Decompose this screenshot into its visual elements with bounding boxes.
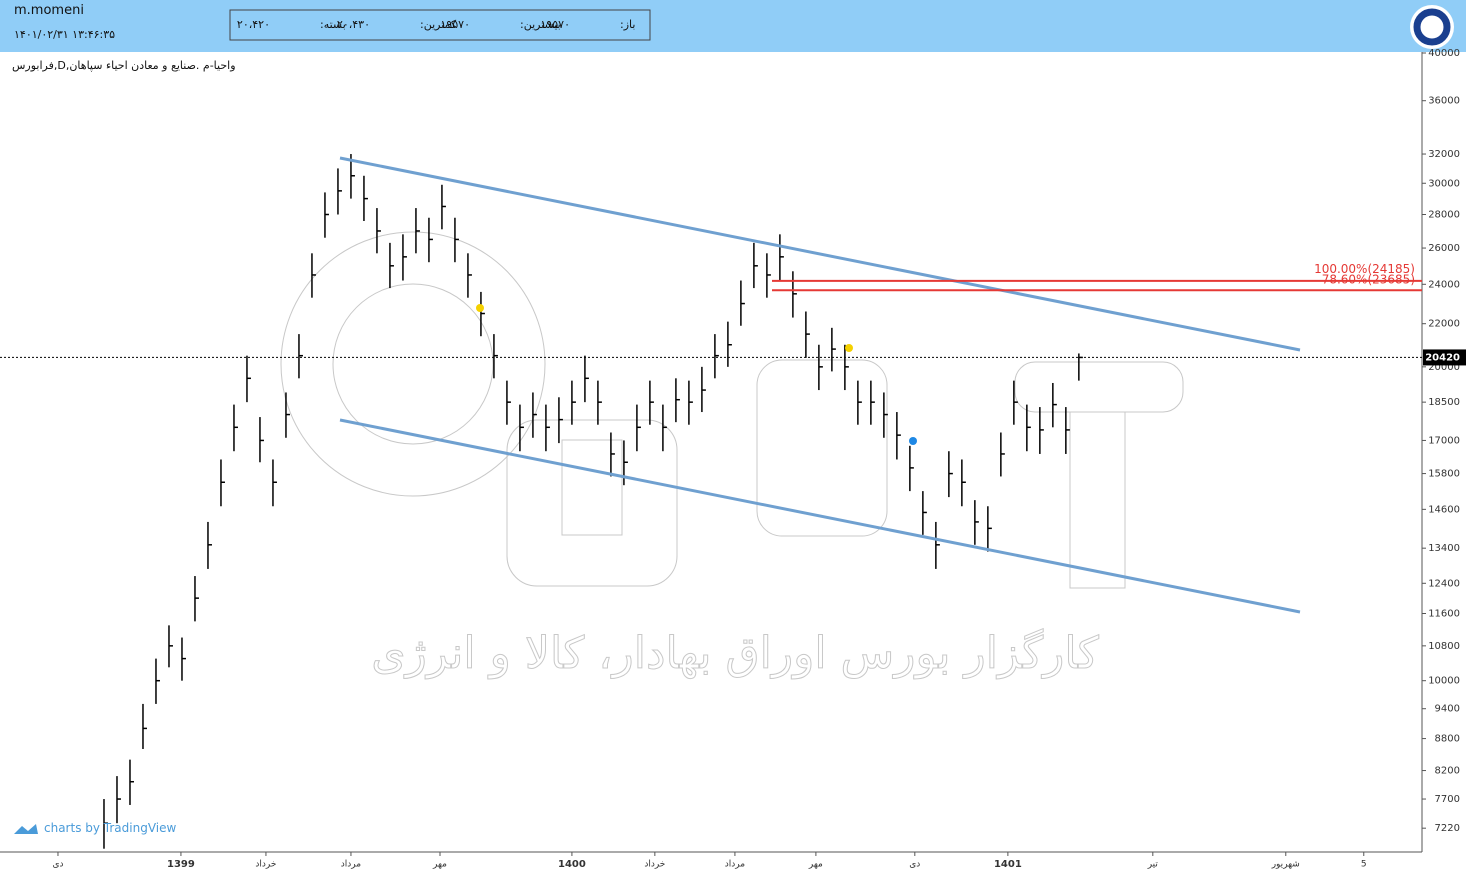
x-tick-label: مهر — [432, 860, 447, 870]
x-tick-label: دی — [52, 860, 63, 870]
quote-label: بیشترین: — [520, 18, 561, 31]
y-tick-label: 22000 — [1428, 319, 1460, 330]
x-tick-label: 5 — [1361, 860, 1367, 870]
chart-title: فرابورس,D,واحیا-م .صنایع و معادن احیاء س… — [12, 59, 236, 72]
quote-value: ۱۹۵۷۰ — [440, 18, 470, 31]
y-tick-label: 7700 — [1435, 794, 1460, 805]
y-tick-label: 26000 — [1428, 243, 1460, 254]
y-tick-label: 28000 — [1428, 209, 1460, 220]
y-tick-label: 8800 — [1435, 734, 1460, 745]
x-tick-label: مرداد — [341, 860, 361, 870]
quote-value: ۲۰،۴۳۰ — [337, 18, 370, 31]
y-tick-label: 18500 — [1428, 397, 1460, 408]
y-tick-label: 13400 — [1428, 543, 1460, 554]
y-tick-label: 14600 — [1428, 504, 1460, 515]
quote-label: باز: — [620, 18, 635, 31]
y-tick-label: 7220 — [1435, 823, 1460, 834]
fib-label: 78.60%(23685) — [1322, 272, 1415, 286]
y-tick-label: 10000 — [1428, 676, 1460, 687]
credit-icon — [14, 824, 38, 834]
channel-lower — [339, 418, 1301, 614]
y-tick-label: 10800 — [1428, 641, 1460, 652]
header-bar — [0, 0, 1466, 52]
logo-ring — [1413, 8, 1451, 46]
y-tick-label: 32000 — [1428, 149, 1460, 160]
y-tick-label: 15800 — [1428, 469, 1460, 480]
quote-label: کمترین: — [420, 18, 457, 31]
y-tick-label: 17000 — [1428, 435, 1460, 446]
y-tick-label: 9400 — [1435, 704, 1460, 715]
x-tick-label: 1399 — [167, 859, 195, 870]
y-tick-label: 12400 — [1428, 578, 1460, 589]
signal-dot — [476, 304, 484, 312]
datetime: ۱۴۰۱/۰۲/۳۱ ۱۳:۴۶:۳۵ — [14, 28, 115, 41]
signal-dot — [845, 344, 853, 352]
signal-dot — [909, 437, 917, 445]
x-tick-label: تیر — [1147, 860, 1159, 870]
quote-value: ۲۰،۴۲۰ — [237, 18, 270, 31]
x-tick-label: شهریور — [1271, 860, 1300, 870]
y-tick-label: 11600 — [1428, 608, 1460, 619]
y-tick-label: 24000 — [1428, 279, 1460, 290]
credit: charts by TradingView — [44, 821, 176, 835]
x-tick-label: مهر — [808, 860, 823, 870]
watermark-logo — [280, 231, 1184, 589]
quote-box — [229, 9, 651, 41]
x-tick-label: 1400 — [558, 859, 586, 870]
y-tick-label: 8200 — [1435, 766, 1460, 777]
y-tick-label: 30000 — [1428, 178, 1460, 189]
quote-label: بسته: — [320, 18, 346, 31]
watermark-text: کارگزار بورس اوراق بهادار، کالا و انرژی — [371, 628, 1099, 679]
last-price-box — [1423, 349, 1466, 366]
x-tick-label: خرداد — [644, 860, 665, 870]
y-tick-label: 36000 — [1428, 96, 1460, 107]
last-price-label: 20420 — [1425, 352, 1460, 363]
x-tick-label: دی — [909, 860, 920, 870]
x-tick-label: 1401 — [994, 859, 1022, 870]
y-tick-label: 20000 — [1428, 362, 1460, 373]
quote-value: ۱۹۵۷۰ — [540, 18, 570, 31]
x-tick-label: خرداد — [255, 860, 276, 870]
channel-upper — [339, 156, 1301, 352]
fib-label: 100.00%(24185) — [1314, 262, 1415, 276]
x-tick-label: مرداد — [725, 860, 745, 870]
user-name: m.momeni — [14, 3, 84, 18]
y-tick-label: 40000 — [1428, 48, 1460, 59]
